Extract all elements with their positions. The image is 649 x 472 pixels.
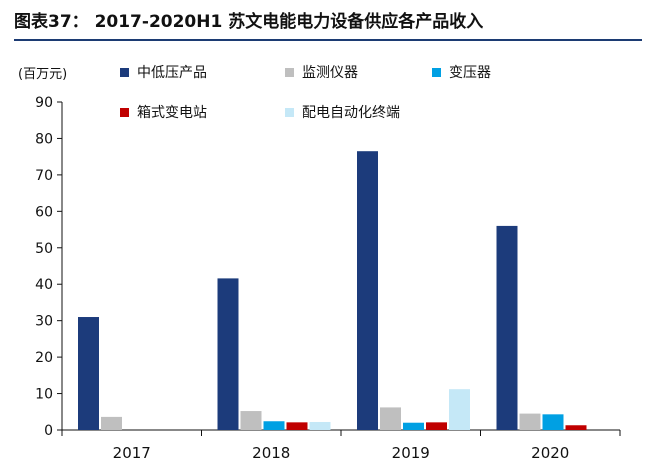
bar-5-2018 bbox=[309, 421, 331, 430]
chart-title: 图表37： 2017-2020H1 苏文电能电力设备供应各产品收入 bbox=[14, 12, 484, 32]
y-tick-label: 40 bbox=[35, 277, 53, 293]
y-tick-label: 70 bbox=[35, 168, 53, 184]
legend-label: 监测仪器 bbox=[302, 65, 358, 81]
y-tick-label: 90 bbox=[35, 95, 53, 111]
bar-2-2020 bbox=[519, 413, 541, 430]
bar-1-2019 bbox=[357, 151, 378, 430]
bar-4-2019 bbox=[426, 422, 447, 430]
bar-3-2018 bbox=[263, 421, 285, 430]
legend-label: 配电自动化终端 bbox=[302, 105, 400, 121]
bar-3-2019 bbox=[403, 422, 424, 430]
legend-label: 箱式变电站 bbox=[137, 105, 207, 121]
legend-swatch bbox=[120, 108, 129, 117]
bar-4-2018 bbox=[286, 422, 308, 430]
bar-4-2020 bbox=[565, 425, 587, 430]
x-tick-label: 2018 bbox=[252, 444, 290, 462]
legend-label: 变压器 bbox=[449, 65, 491, 81]
y-tick-label: 20 bbox=[35, 350, 53, 366]
bar-5-2019 bbox=[449, 389, 470, 430]
y-tick-label: 60 bbox=[35, 204, 53, 220]
x-tick-label: 2017 bbox=[113, 444, 151, 462]
bar-2-2017 bbox=[101, 416, 122, 430]
x-tick-label: 2019 bbox=[392, 444, 430, 462]
y-tick-label: 30 bbox=[35, 314, 53, 330]
legend-swatch bbox=[432, 68, 441, 77]
legend-swatch bbox=[120, 68, 129, 77]
legend-label: 中低压产品 bbox=[137, 65, 207, 81]
y-tick-label: 80 bbox=[35, 131, 53, 147]
y-tick-label: 50 bbox=[35, 241, 53, 257]
title-underline bbox=[14, 39, 642, 41]
bar-2-2018 bbox=[240, 411, 262, 430]
legend-swatch bbox=[285, 68, 294, 77]
y-tick-label: 0 bbox=[44, 423, 53, 439]
bar-1-2018 bbox=[217, 278, 239, 430]
y-unit-label: (百万元) bbox=[18, 67, 67, 82]
bar-3-2020 bbox=[542, 414, 564, 430]
legend-swatch bbox=[285, 108, 294, 117]
x-tick-label: 2020 bbox=[531, 444, 569, 462]
bar-1-2020 bbox=[496, 225, 518, 430]
title-bar: 图表37： 2017-2020H1 苏文电能电力设备供应各产品收入 bbox=[0, 0, 649, 41]
y-tick-label: 10 bbox=[35, 387, 53, 403]
bar-1-2017 bbox=[78, 317, 99, 430]
bar-2-2019 bbox=[380, 407, 401, 430]
